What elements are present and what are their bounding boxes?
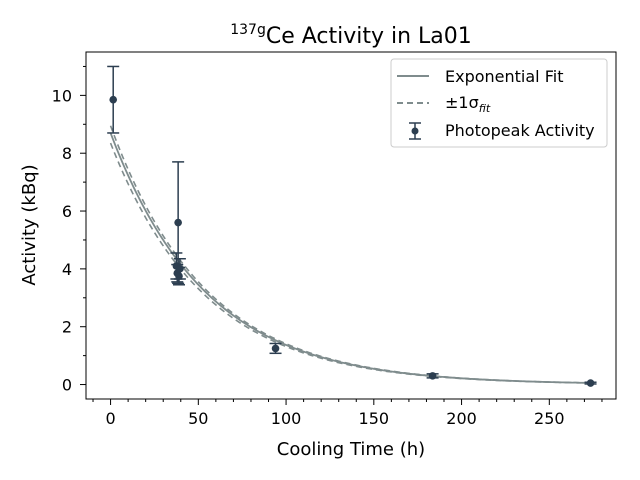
point-marker-4 xyxy=(175,272,183,280)
x-tick-label-100: 100 xyxy=(271,409,302,428)
point-marker-7 xyxy=(428,372,437,380)
data-point xyxy=(269,342,282,355)
legend: Exponential Fit ±1σfit Photopeak Activit… xyxy=(390,58,608,148)
title-main: Ce Activity in La01 xyxy=(266,24,472,49)
point-marker-5 xyxy=(176,265,184,273)
x-tick-label-200: 200 xyxy=(446,409,477,428)
x-tick-label-50: 50 xyxy=(188,409,208,428)
point-marker-0 xyxy=(109,95,118,104)
title-superscript: 137g xyxy=(230,22,266,38)
x-tick-label-150: 150 xyxy=(359,409,390,428)
legend-box xyxy=(390,58,608,148)
x-tick-label-250: 250 xyxy=(534,409,565,428)
y-tick-label-10: 10 xyxy=(52,86,72,105)
data-point xyxy=(107,65,120,134)
legend-points-label: Photopeak Activity xyxy=(445,121,595,140)
legend-band-prefix: ±1σ xyxy=(445,93,479,112)
chart-title: 137gCe Activity in La01 xyxy=(230,22,472,49)
fit-band-upper xyxy=(109,125,594,384)
point-marker-3 xyxy=(174,218,182,227)
x-tick-label-0: 0 xyxy=(105,409,115,428)
data-point xyxy=(172,161,185,285)
legend-points-marker xyxy=(411,127,419,135)
y-tick-label-4: 4 xyxy=(62,260,72,279)
x-axis-label: Cooling Time (h) xyxy=(277,439,425,460)
axes-ticks: 0 50 100 150 200 250 0 2 4 6 8 10 xyxy=(52,65,603,428)
legend-band-subscript: fit xyxy=(479,102,491,115)
data-point xyxy=(173,258,186,280)
fit-curve xyxy=(109,132,594,384)
data-point xyxy=(426,372,439,380)
y-tick-label-2: 2 xyxy=(62,318,72,337)
plot-area xyxy=(107,65,597,387)
axes-frame xyxy=(85,51,617,400)
y-tick-label-0: 0 xyxy=(62,376,72,395)
point-marker-8 xyxy=(586,379,595,387)
legend-fit-label: Exponential Fit xyxy=(445,67,563,86)
y-axis-label: Activity (kBq) xyxy=(19,164,40,285)
legend-band-label: ±1σfit xyxy=(445,93,491,115)
point-marker-6 xyxy=(271,344,280,353)
data-point xyxy=(584,379,597,387)
y-tick-label-6: 6 xyxy=(62,202,72,221)
y-tick-label-8: 8 xyxy=(62,144,72,163)
